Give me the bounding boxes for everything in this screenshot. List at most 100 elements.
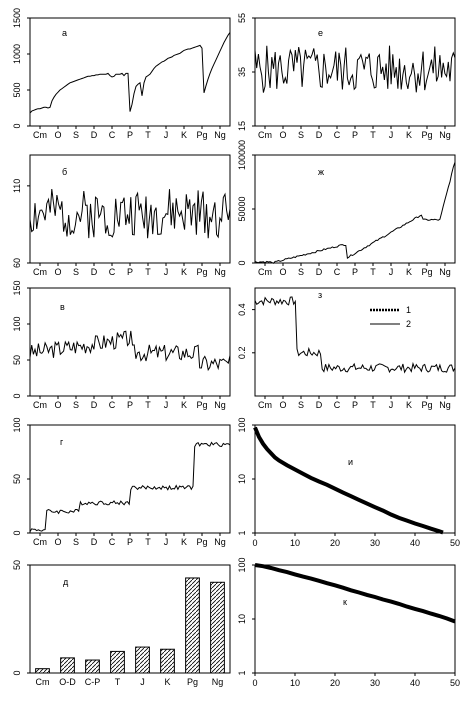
y-tick-label: 0 [12, 670, 22, 675]
x-tick-label: S [73, 130, 79, 140]
x-tick-label: T [145, 537, 151, 547]
x-tick-label: P [352, 130, 358, 140]
x-tick-label: J [164, 400, 169, 410]
x-tick-label: D [316, 400, 323, 410]
panel-label: з [318, 290, 322, 300]
x-tick-label: S [298, 130, 304, 140]
panel-label: и [348, 457, 353, 467]
panel-e: 15 35 55 Cm O S D C P T J K Pg Ng е [237, 13, 456, 140]
axes-frame [254, 154, 456, 264]
panel-b: 60 110 Cm O S D C P T J K Pg Ng б [12, 154, 231, 277]
x-tick-label: C [109, 537, 116, 547]
y-tick-label: 500 [12, 82, 22, 97]
y-tick-label: 1 [237, 670, 247, 675]
x-tick-label: P [352, 400, 358, 410]
panel-zh: 0 50000 100000 Cm O S D C P T J K Pg Ng ж [237, 140, 456, 277]
series-line [29, 441, 231, 532]
x-tick-label: Cm [33, 537, 47, 547]
axes-frame [29, 564, 231, 674]
series-line [254, 161, 456, 264]
x-tick-label: P [127, 130, 133, 140]
y-tick-label: 0.4 [237, 303, 247, 316]
x-tick-label: O [54, 130, 61, 140]
x-tick-label: K [406, 130, 412, 140]
y-tick-label: 60 [12, 258, 22, 268]
panel-z: 0.2 0.4 Cm O S D C P T J K Pg Ng з 1 2 [237, 287, 456, 410]
x-tick-label: C [334, 400, 341, 410]
y-tick-label: 0.2 [237, 347, 247, 360]
x-tick-label: J [389, 267, 394, 277]
x-tick-label: Pg [196, 400, 207, 410]
panel-a: 0 500 1000 1500 Cm O S D C P T J K Pg Ng а [12, 8, 231, 140]
panel-i: 1 10 100 0 10 20 30 40 50 и [237, 417, 460, 548]
x-tick-label: J [140, 677, 145, 687]
series-line [254, 563, 456, 624]
panel-v: 0 50 100 150 Cm O S D C P T J K Pg Ng в [12, 280, 231, 410]
x-tick-label: Pg [187, 677, 198, 687]
bar [135, 646, 150, 674]
x-tick-label: 50 [450, 678, 460, 688]
x-tick-label: Ng [214, 130, 226, 140]
x-tick-label: K [181, 400, 187, 410]
axes-frame [254, 287, 456, 397]
x-tick-label: O-D [59, 677, 76, 687]
x-tick-label: 0 [252, 678, 257, 688]
panel-label: б [62, 167, 67, 177]
y-tick-label: 100 [237, 557, 247, 572]
bar [185, 577, 200, 674]
y-tick-label: 100000 [237, 140, 247, 170]
x-tick-label: D [91, 267, 98, 277]
x-tick-label: Cm [33, 130, 47, 140]
panel-label: ж [318, 167, 324, 177]
x-tick-label: D [91, 400, 98, 410]
x-tick-label: K [181, 130, 187, 140]
bar [60, 657, 75, 674]
x-tick-label: P [127, 400, 133, 410]
y-tick-label: 0 [237, 260, 247, 265]
bar [110, 650, 125, 674]
x-tick-label: T [370, 267, 376, 277]
panel-g: 0 50 100 Cm O S D C P T J K Pg Ng г [12, 417, 231, 547]
axes-frame [254, 17, 456, 127]
x-tick-label: T [370, 400, 376, 410]
y-tick-label: 0 [12, 393, 22, 398]
x-tick-label: Ng [439, 130, 451, 140]
bar [35, 668, 50, 674]
x-tick-label: J [389, 400, 394, 410]
x-tick-label: 50 [450, 538, 460, 548]
y-tick-label: 10 [237, 474, 247, 484]
y-tick-label: 50000 [237, 196, 247, 221]
x-tick-label: O [279, 400, 286, 410]
x-tick-label: Ng [214, 400, 226, 410]
x-tick-label: Ng [214, 537, 226, 547]
y-tick-label: 55 [237, 13, 247, 23]
y-tick-label: 0 [12, 123, 22, 128]
x-tick-label: O [54, 400, 61, 410]
panel-label: е [318, 28, 323, 38]
x-tick-label: Cm [258, 400, 272, 410]
x-tick-label: J [164, 130, 169, 140]
x-tick-label: Ng [214, 267, 226, 277]
x-tick-label: 20 [330, 678, 340, 688]
x-tick-label: K [406, 400, 412, 410]
x-tick-label: K [181, 537, 187, 547]
x-tick-label: J [389, 130, 394, 140]
x-tick-label: 30 [370, 538, 380, 548]
x-tick-label: 40 [410, 538, 420, 548]
y-tick-label: 150 [12, 280, 22, 295]
x-tick-label: 30 [370, 678, 380, 688]
y-tick-label: 10 [237, 614, 247, 624]
x-tick-label: P [127, 267, 133, 277]
x-tick-label: D [316, 267, 323, 277]
series-line [253, 426, 444, 535]
x-tick-label: Pg [196, 130, 207, 140]
x-tick-label: D [316, 130, 323, 140]
panel-label: д [63, 577, 69, 587]
x-tick-label: Pg [421, 400, 432, 410]
panel-label: в [60, 302, 65, 312]
x-tick-label: Pg [196, 267, 207, 277]
x-tick-label: Pg [196, 537, 207, 547]
x-tick-label: O [54, 537, 61, 547]
x-tick-label: S [73, 400, 79, 410]
bar [160, 648, 175, 674]
